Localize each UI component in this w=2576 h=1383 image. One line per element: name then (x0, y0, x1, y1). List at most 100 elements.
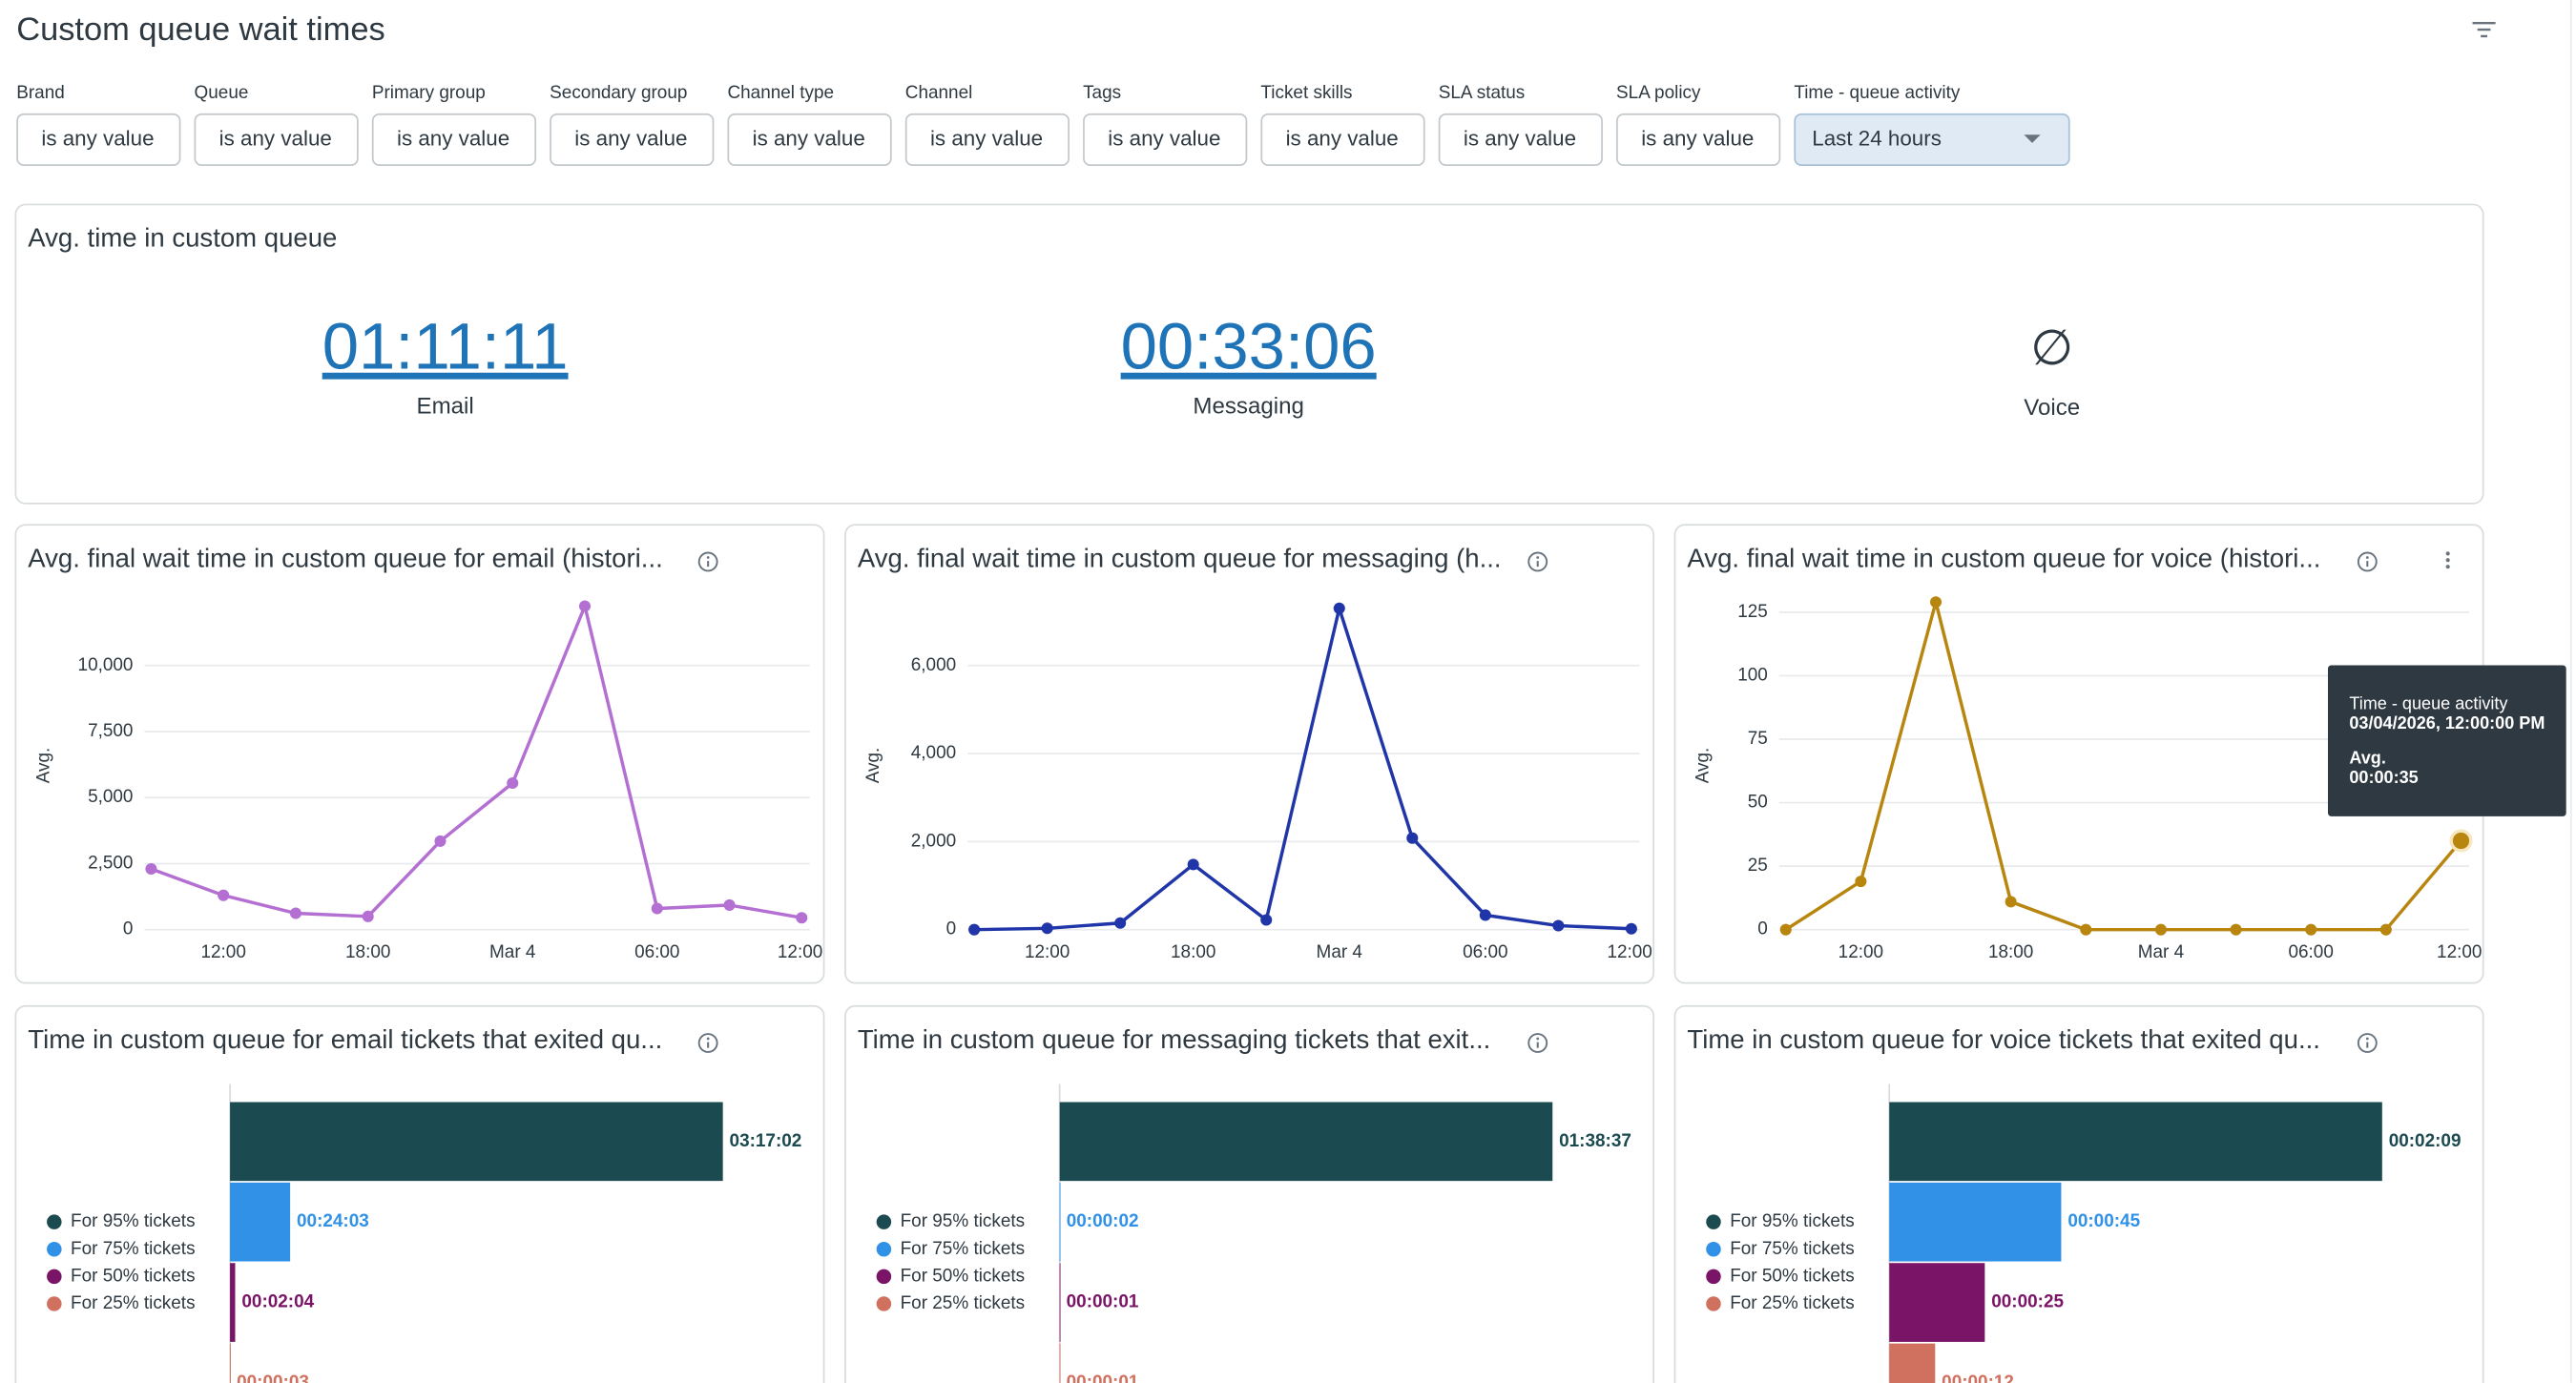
chart-panel (1675, 1006, 2483, 1383)
legend-label: For 25% tickets (901, 1293, 1026, 1313)
x-tick-label: Mar 4 (1317, 942, 1362, 962)
line-point[interactable] (968, 924, 980, 936)
line-point[interactable] (218, 890, 229, 901)
line-point[interactable] (145, 863, 156, 875)
line-point[interactable] (1260, 915, 1272, 926)
info-dot (1536, 1038, 1539, 1041)
filter-dropdown[interactable]: is any value (195, 114, 357, 165)
filter-dropdown[interactable]: is any value (906, 114, 1069, 165)
filter-value: is any value (1286, 126, 1399, 150)
line-point[interactable] (724, 899, 736, 911)
line-point[interactable] (1626, 923, 1637, 935)
info-dot (707, 1038, 710, 1041)
kpi-value-link[interactable]: 01:11:11 (322, 310, 569, 383)
filter-value: is any value (574, 126, 687, 150)
bar (1060, 1183, 1061, 1262)
y-axis-label: Avg. (33, 748, 53, 784)
tooltip-label: Avg. (2349, 748, 2386, 767)
line-point[interactable] (579, 600, 591, 611)
bar-value-label: 00:00:03 (237, 1373, 309, 1383)
bar (230, 1344, 231, 1383)
line-point[interactable] (2231, 924, 2242, 936)
highlighted-point[interactable] (2451, 831, 2471, 851)
kpi-panel-title: Avg. time in custom queue (28, 223, 337, 253)
y-tick-label: 2,500 (88, 853, 133, 873)
menu-dot (2446, 565, 2450, 568)
legend-swatch (47, 1296, 61, 1311)
bar-value-label: 00:02:09 (2389, 1131, 2462, 1151)
legend-label: For 25% tickets (1730, 1293, 1855, 1313)
info-dot (2366, 556, 2369, 559)
filter-dropdown[interactable]: is any value (551, 114, 713, 165)
filter-dropdown[interactable]: is any value (17, 114, 179, 165)
line-point[interactable] (2080, 924, 2091, 936)
bar-value-label: 00:02:04 (241, 1292, 314, 1312)
y-tick-label: 50 (1748, 793, 1768, 813)
line-point[interactable] (1780, 924, 1792, 936)
bar-value-label: 00:00:01 (1067, 1373, 1139, 1383)
y-tick-label: 0 (946, 919, 957, 939)
chart-title: Time in custom queue for messaging ticke… (858, 1024, 1490, 1054)
y-tick-label: 4,000 (911, 743, 956, 763)
y-axis-label: Avg. (1693, 748, 1714, 784)
x-tick-label: 12:00 (1607, 942, 1652, 962)
bar-value-label: 00:00:45 (2067, 1211, 2140, 1231)
bar (230, 1263, 235, 1342)
line-point[interactable] (1855, 876, 1866, 887)
bar-value-label: 00:00:01 (1067, 1292, 1139, 1312)
bar (1889, 1344, 1935, 1383)
filter-dropdown[interactable]: is any value (1261, 114, 1423, 165)
filter-dropdown[interactable]: is any value (728, 114, 890, 165)
x-tick-label: 12:00 (1025, 942, 1070, 962)
legend-swatch (47, 1214, 61, 1228)
line-point[interactable] (1930, 596, 1942, 608)
filter-dropdown[interactable]: is any value (1617, 114, 1779, 165)
y-tick-label: 75 (1748, 729, 1768, 749)
line-point[interactable] (507, 777, 518, 789)
filter-value: is any value (1108, 126, 1220, 150)
x-tick-label: 06:00 (2288, 942, 2333, 962)
bar-value-label: 00:00:02 (1067, 1211, 1139, 1231)
legend-swatch (877, 1214, 891, 1228)
line-point[interactable] (290, 907, 301, 919)
line-point[interactable] (434, 836, 446, 847)
line-point[interactable] (2155, 924, 2167, 936)
legend-swatch (1706, 1269, 1720, 1284)
legend-label: For 50% tickets (71, 1266, 196, 1286)
filter-dropdown[interactable]: Last 24 hours (1795, 114, 2069, 165)
line-point[interactable] (2305, 924, 2316, 936)
info-dot (2366, 1038, 2369, 1041)
line-point[interactable] (796, 912, 807, 923)
x-tick-label: 18:00 (1988, 942, 2033, 962)
legend-label: For 50% tickets (1730, 1266, 1855, 1286)
line-point[interactable] (652, 903, 663, 915)
line-point[interactable] (1042, 922, 1053, 934)
filter-dropdown[interactable]: is any value (373, 114, 535, 165)
line-point[interactable] (1114, 918, 1126, 929)
filter-label: Time - queue activity (1794, 83, 1961, 103)
legend-label: For 75% tickets (1730, 1239, 1855, 1259)
line-point[interactable] (2005, 896, 2017, 907)
legend-label: For 95% tickets (71, 1211, 196, 1231)
line-point[interactable] (363, 911, 374, 922)
page-title: Custom queue wait times (16, 11, 384, 48)
filter-dropdown[interactable]: is any value (1084, 114, 1246, 165)
menu-dot (2446, 558, 2450, 562)
line-point[interactable] (1552, 920, 1564, 932)
kpi-value-link[interactable]: 00:33:06 (1121, 310, 1377, 383)
kpi-label: Messaging (1193, 393, 1304, 419)
x-tick-label: 18:00 (345, 942, 390, 962)
chart-panel (845, 1006, 1653, 1383)
line-point[interactable] (1406, 833, 1418, 844)
filter-dropdown[interactable]: is any value (1440, 114, 1602, 165)
line-point[interactable] (1480, 909, 1491, 920)
line-point[interactable] (1334, 603, 1345, 614)
filter-value: is any value (397, 126, 509, 150)
line-point[interactable] (2380, 924, 2392, 936)
bar-value-label: 01:38:37 (1559, 1131, 1631, 1151)
filter-button[interactable] (2473, 23, 2496, 36)
more-menu[interactable] (2446, 551, 2450, 568)
line-point[interactable] (1188, 858, 1199, 870)
bar (1060, 1263, 1061, 1342)
